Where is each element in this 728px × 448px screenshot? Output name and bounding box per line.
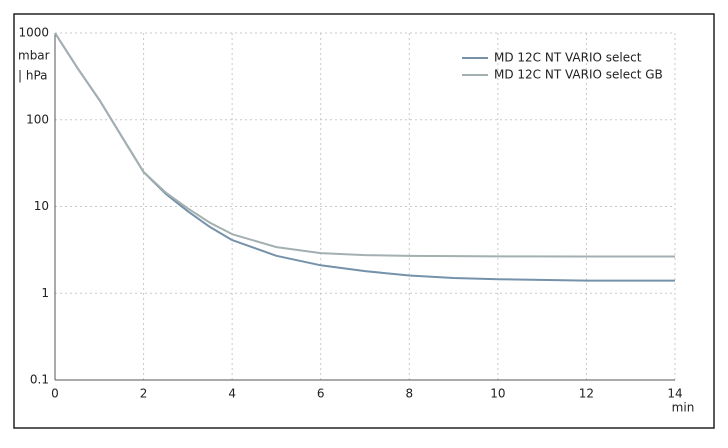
y-tick-label: 1 [41, 286, 49, 300]
series-line [54, 32, 675, 258]
x-tick-label: 2 [140, 387, 148, 401]
y-axis-label: | hPa [18, 69, 48, 83]
y-tick-label: 0.1 [30, 373, 49, 387]
x-axis-label: min [672, 401, 695, 415]
x-tick-label: 10 [490, 387, 505, 401]
y-tick-label: 100 [26, 112, 49, 126]
x-tick-label: 4 [228, 387, 236, 401]
x-tick-label: 6 [317, 387, 325, 401]
legend-label: MD 12C NT VARIO select GB [494, 68, 663, 82]
y-tick-label: 10 [34, 199, 49, 213]
legend-label: MD 12C NT VARIO select [494, 51, 642, 65]
y-tick-label: 1000 [18, 26, 49, 40]
frame [13, 13, 715, 429]
x-tick-label: 8 [405, 387, 413, 401]
x-tick-label: 14 [667, 387, 682, 401]
y-axis-label: mbar [18, 49, 50, 63]
x-tick-label: 0 [51, 387, 59, 401]
x-tick-label: 12 [579, 387, 594, 401]
